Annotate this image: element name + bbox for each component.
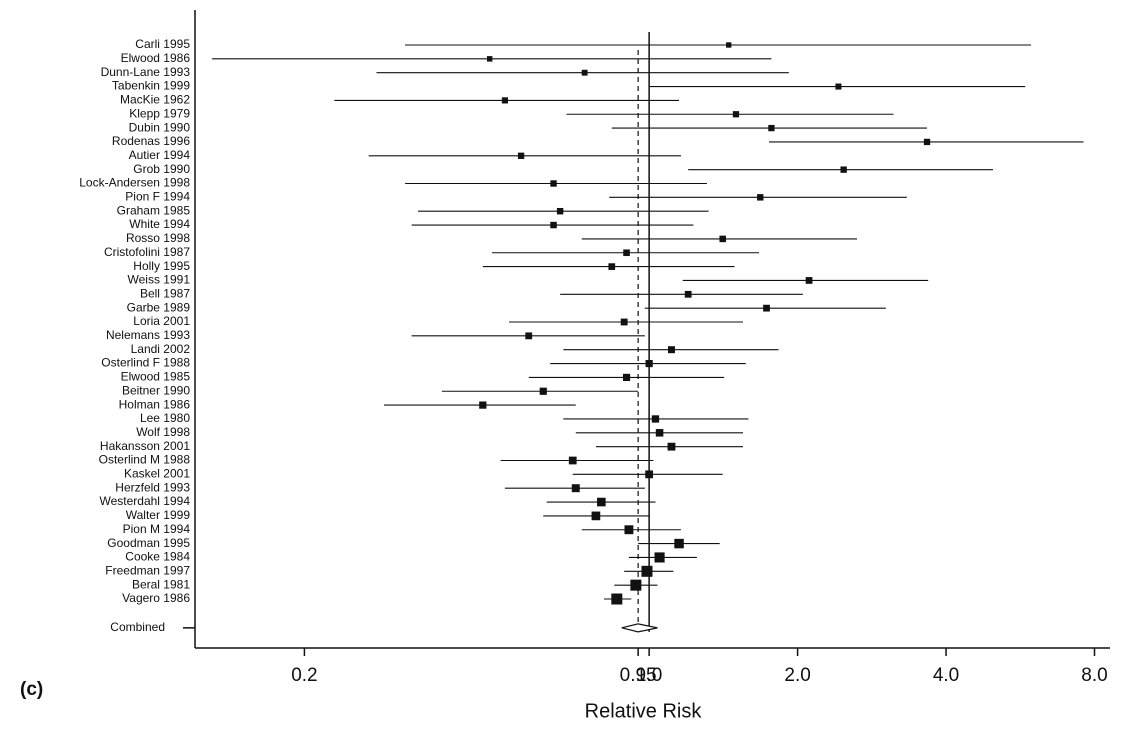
study-label: Walter 1999 (126, 508, 191, 522)
point-estimate (684, 290, 692, 298)
study-label: Freedman 1997 (105, 563, 190, 577)
study-label: Dubin 1990 (129, 120, 191, 134)
point-estimate (517, 152, 525, 159)
point-estimate (611, 593, 623, 605)
point-estimate (479, 401, 487, 409)
study-label: Beitner 1990 (122, 383, 190, 397)
study-label: Cooke 1984 (125, 550, 190, 564)
point-estimate (591, 511, 601, 521)
point-estimate (641, 565, 653, 577)
study-label: Vagero 1986 (122, 591, 190, 605)
study-label: Lock-Andersen 1998 (79, 176, 190, 190)
study-label: Elwood 1986 (121, 51, 191, 65)
study-label: Pion F 1994 (125, 190, 190, 204)
point-estimate (719, 235, 726, 243)
study-label: Dunn-Lane 1993 (101, 65, 191, 79)
point-estimate (571, 484, 580, 493)
study-label: Autier 1994 (129, 148, 191, 162)
study-label: Garbe 1989 (127, 300, 191, 314)
point-estimate (550, 221, 557, 229)
point-estimate (674, 538, 684, 549)
study-label: Goodman 1995 (107, 536, 190, 550)
study-label: Rodenas 1996 (112, 134, 190, 148)
point-estimate (835, 83, 842, 90)
study-label: Pion M 1994 (123, 522, 191, 536)
summary-diamond (621, 623, 658, 633)
study-label: Klepp 1979 (129, 106, 190, 120)
study-label: Osterlind M 1988 (99, 453, 191, 467)
study-label: MacKie 1962 (120, 93, 190, 107)
point-estimate (667, 442, 676, 451)
study-label: Beral 1981 (132, 577, 190, 591)
study-label: Elwood 1985 (121, 370, 191, 384)
x-tick-label: 2.0 (784, 665, 810, 686)
point-estimate (568, 456, 577, 465)
study-label: Weiss 1991 (128, 273, 191, 287)
study-label: Loria 2001 (133, 314, 190, 328)
study-label: Carli 1995 (135, 37, 190, 51)
point-estimate (667, 346, 675, 354)
x-tick-label: 0.95 (620, 665, 657, 686)
x-tick-label: 4.0 (933, 665, 959, 686)
study-label: Bell 1987 (140, 286, 190, 300)
study-label: Rosso 1998 (126, 231, 190, 245)
study-label: Tabenkin 1999 (112, 79, 190, 93)
study-label: Holman 1986 (119, 397, 191, 411)
point-estimate (805, 277, 813, 284)
study-label: Landi 2002 (131, 342, 191, 356)
study-label: Herzfeld 1993 (115, 480, 190, 494)
point-estimate (645, 470, 654, 479)
point-estimate (654, 552, 665, 563)
study-label: White 1994 (129, 217, 190, 231)
study-label: Cristofolini 1987 (104, 245, 190, 259)
point-estimate (550, 180, 557, 187)
summary-label: Combined (110, 620, 165, 634)
point-estimate (581, 69, 588, 76)
point-estimate (556, 207, 564, 215)
point-estimate (757, 194, 764, 201)
study-label: Hakansson 2001 (100, 439, 190, 453)
study-label: Osterlind F 1988 (101, 356, 190, 370)
point-estimate (525, 332, 533, 340)
study-label: Westerdahl 1994 (99, 494, 190, 508)
point-estimate (768, 124, 775, 132)
panel-label: (c) (20, 679, 43, 700)
point-estimate (655, 429, 664, 437)
point-estimate (623, 249, 630, 257)
point-estimate (620, 318, 628, 326)
study-label: Holly 1995 (133, 259, 190, 273)
x-axis-label: Relative Risk (585, 700, 703, 722)
point-estimate (630, 579, 642, 591)
study-label: Nelemans 1993 (106, 328, 190, 342)
study-label: Grob 1990 (133, 162, 190, 176)
x-tick-label: 1.0 (636, 665, 662, 686)
point-estimate (651, 415, 660, 423)
study-label: Wolf 1998 (136, 425, 190, 439)
point-estimate (840, 166, 847, 173)
point-estimate (923, 138, 931, 146)
point-estimate (501, 97, 508, 104)
x-tick-label: 0.2 (291, 665, 317, 686)
point-estimate (608, 263, 616, 270)
x-tick-label: 8.0 (1081, 665, 1107, 686)
point-estimate (645, 359, 653, 368)
study-label: Kaskel 2001 (124, 467, 190, 481)
point-estimate (726, 42, 732, 48)
point-estimate (486, 56, 493, 62)
study-label: Graham 1985 (117, 203, 191, 217)
point-estimate (732, 111, 740, 118)
point-estimate (597, 497, 606, 507)
study-label: Lee 1980 (140, 411, 190, 425)
point-estimate (763, 304, 770, 312)
point-estimate (539, 387, 547, 395)
point-estimate (622, 373, 631, 381)
point-estimate (624, 525, 634, 535)
